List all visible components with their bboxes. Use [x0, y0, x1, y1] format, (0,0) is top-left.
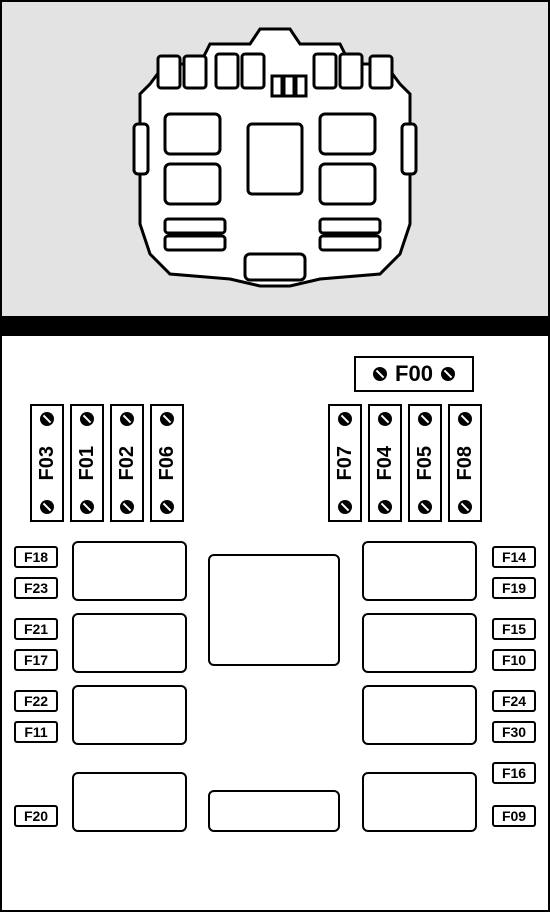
fuse-f16: F16 [492, 762, 536, 784]
fuse-label: F00 [395, 361, 433, 387]
relay-slot [362, 613, 477, 673]
top-illustration-panel [0, 0, 550, 318]
fuse-f30: F30 [492, 721, 536, 743]
screw-icon [40, 412, 54, 426]
screw-icon [160, 412, 174, 426]
fuse-f15: F15 [492, 618, 536, 640]
screw-icon [338, 412, 352, 426]
screw-icon [80, 500, 94, 514]
fuse-f05: F05 [408, 404, 442, 522]
fuse-label: F03 [36, 446, 59, 480]
fuse-f09: F09 [492, 805, 536, 827]
fusebox-drawing [120, 24, 430, 294]
relay-slot [362, 541, 477, 601]
screw-icon [338, 500, 352, 514]
fuse-f02: F02 [110, 404, 144, 522]
screw-icon [120, 500, 134, 514]
screw-icon [378, 500, 392, 514]
fuse-f14: F14 [492, 546, 536, 568]
fuse-f19: F19 [492, 577, 536, 599]
screw-icon [418, 500, 432, 514]
fuse-f22: F22 [14, 690, 58, 712]
fuse-f04: F04 [368, 404, 402, 522]
center-relay [208, 554, 340, 666]
screw-icon [120, 412, 134, 426]
fuse-label: F07 [334, 446, 357, 480]
fuse-f17: F17 [14, 649, 58, 671]
relay-slot [362, 772, 477, 832]
fuse-label: F06 [156, 446, 179, 480]
screw-icon [40, 500, 54, 514]
relay-slot [72, 772, 187, 832]
fuse-f23: F23 [14, 577, 58, 599]
relay-slot [72, 685, 187, 745]
fuse-label: F04 [374, 446, 397, 480]
fuse-f21: F21 [14, 618, 58, 640]
relay-slot [362, 685, 477, 745]
fuse-f18: F18 [14, 546, 58, 568]
screw-icon [378, 412, 392, 426]
relay-slot [72, 613, 187, 673]
fuse-label: F05 [414, 446, 437, 480]
fuse-f01: F01 [70, 404, 104, 522]
fuse-label: F01 [76, 446, 99, 480]
fuse-f07: F07 [328, 404, 362, 522]
relay-slot [72, 541, 187, 601]
screw-icon [458, 500, 472, 514]
screw-icon [160, 500, 174, 514]
fuse-f06: F06 [150, 404, 184, 522]
fuse-label: F02 [116, 446, 139, 480]
fuse-f00: F00 [354, 356, 474, 392]
bottom-relay [208, 790, 340, 832]
fuse-f24: F24 [492, 690, 536, 712]
fuse-f10: F10 [492, 649, 536, 671]
fuse-label: F08 [454, 446, 477, 480]
fuse-f03: F03 [30, 404, 64, 522]
screw-icon [373, 367, 387, 381]
fuse-f20: F20 [14, 805, 58, 827]
fuse-schematic-panel: F00 F03 F01 F02 F06 F07 F04 F05 F08 F18 F23 F21 F17 F… [0, 336, 550, 912]
screw-icon [458, 412, 472, 426]
screw-icon [80, 412, 94, 426]
screw-icon [418, 412, 432, 426]
fuse-f11: F11 [14, 721, 58, 743]
fuse-f08: F08 [448, 404, 482, 522]
panel-divider [0, 318, 550, 336]
screw-icon [441, 367, 455, 381]
